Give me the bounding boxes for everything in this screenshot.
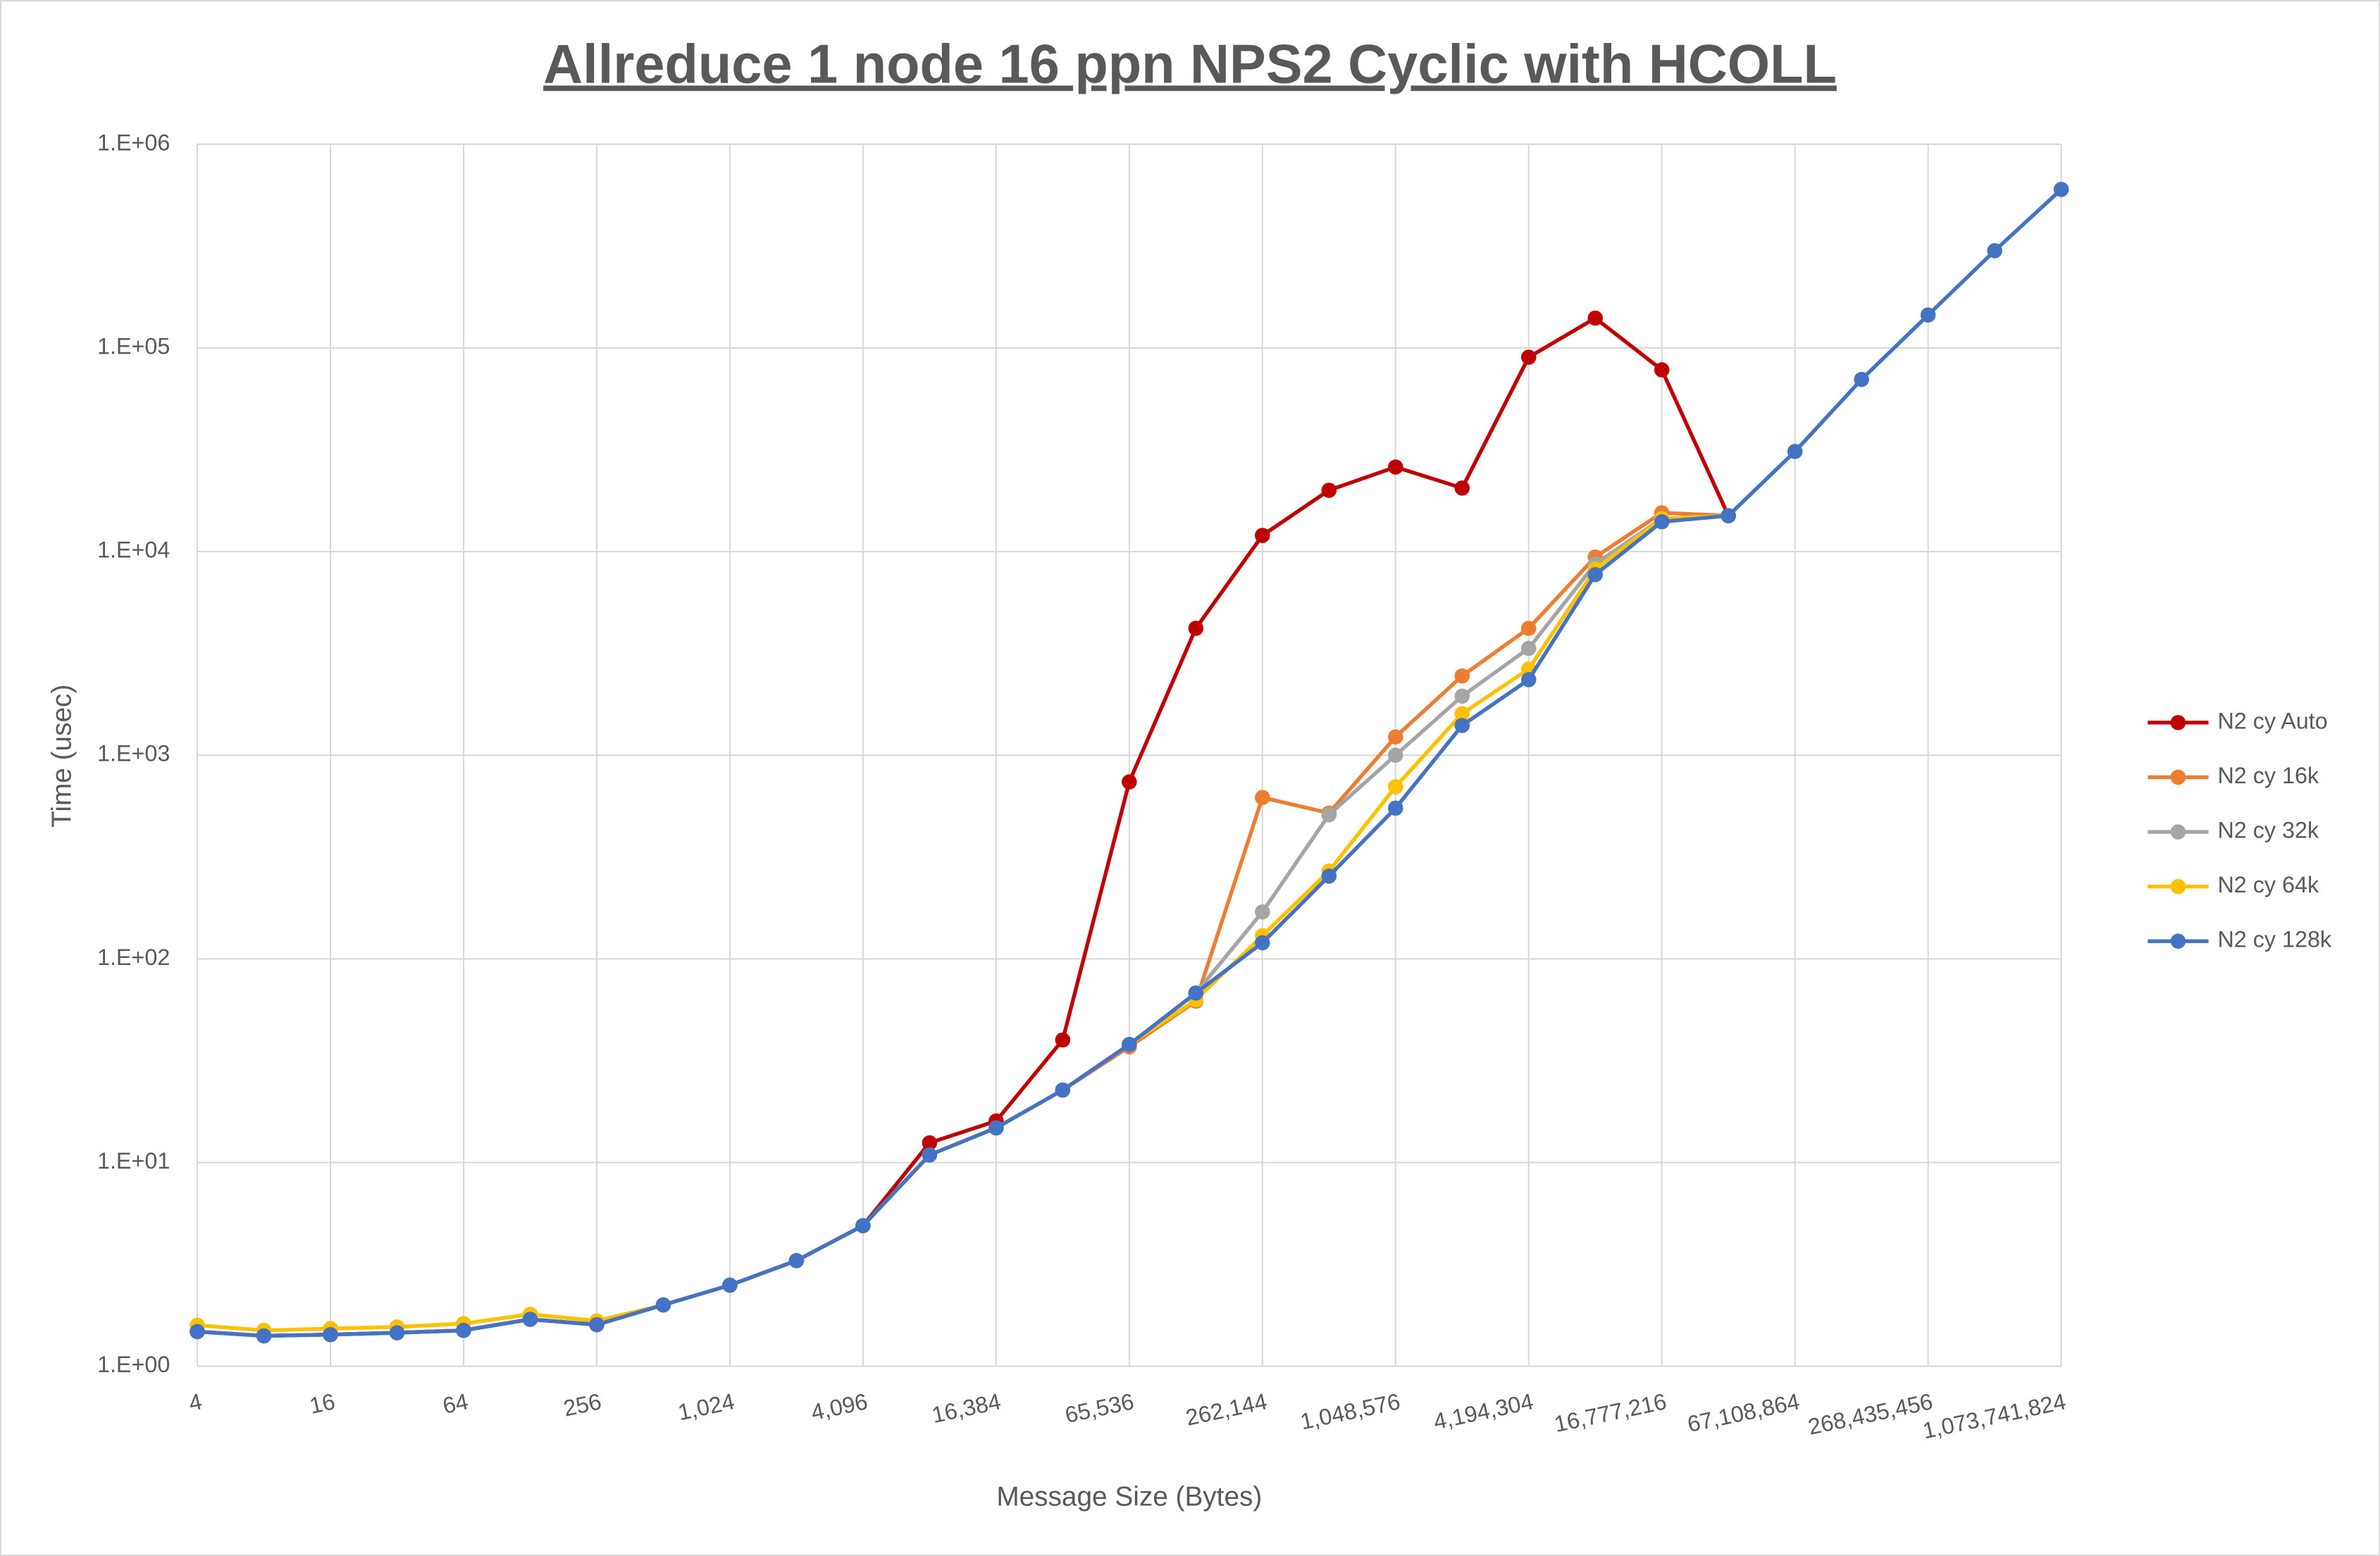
data-point — [1854, 371, 1869, 387]
data-point — [256, 1328, 272, 1344]
data-point — [788, 1252, 805, 1269]
data-point — [1454, 706, 1470, 721]
data-point — [1321, 868, 1337, 884]
data-point — [1255, 790, 1270, 805]
data-point — [1255, 528, 1270, 543]
data-point — [522, 1312, 538, 1327]
legend-marker — [2170, 824, 2186, 840]
data-point — [1387, 747, 1403, 763]
data-point — [1454, 718, 1470, 733]
data-point — [1520, 640, 1537, 656]
data-point — [1321, 483, 1337, 498]
legend-label: N2 cy 128k — [2217, 927, 2331, 952]
y-tick-label: 1.E+00 — [97, 1352, 170, 1377]
data-point — [655, 1297, 671, 1313]
y-tick-label: 1.E+06 — [97, 130, 170, 155]
y-tick-label: 1.E+04 — [97, 537, 170, 563]
y-tick-label: 1.E+03 — [97, 741, 170, 766]
y-tick-label: 1.E+05 — [97, 333, 170, 359]
data-point — [1787, 444, 1803, 459]
data-point — [190, 1324, 205, 1340]
x-tick-label: 16 — [307, 1388, 337, 1419]
data-point — [1454, 480, 1470, 496]
data-point — [1387, 800, 1403, 816]
x-tick-label: 64 — [440, 1388, 471, 1419]
data-point — [1387, 729, 1403, 745]
data-point — [589, 1317, 605, 1333]
data-point — [1721, 508, 1736, 523]
legend-marker — [2170, 878, 2186, 895]
data-point — [1654, 362, 1670, 378]
data-point — [1654, 514, 1670, 530]
y-tick-label: 1.E+02 — [97, 945, 170, 970]
data-point — [1920, 307, 1936, 323]
legend-label: N2 cy Auto — [2217, 708, 2327, 733]
data-point — [1520, 672, 1537, 687]
data-point — [988, 1120, 1004, 1136]
data-point — [1520, 349, 1537, 365]
data-point — [1587, 567, 1603, 583]
legend-label: N2 cy 32k — [2217, 818, 2319, 843]
legend-label: N2 cy 16k — [2217, 763, 2319, 788]
data-point — [389, 1325, 405, 1340]
data-point — [456, 1322, 471, 1338]
legend-marker — [2170, 715, 2186, 730]
legend-marker — [2170, 933, 2186, 949]
data-point — [1454, 688, 1470, 704]
data-point — [1188, 985, 1204, 1001]
data-point — [1255, 904, 1270, 920]
data-point — [855, 1218, 871, 1233]
data-point — [1255, 935, 1270, 951]
data-point — [922, 1147, 938, 1163]
data-point — [1122, 774, 1137, 790]
data-point — [1122, 1037, 1137, 1052]
data-point — [1387, 779, 1403, 795]
legend-marker — [2170, 769, 2186, 785]
data-point — [1321, 807, 1337, 823]
data-point — [1387, 459, 1403, 475]
chart-title: Allreduce 1 node 16 ppn NPS2 Cyclic with… — [543, 34, 1837, 94]
data-point — [1188, 621, 1204, 636]
data-point — [922, 1135, 938, 1151]
data-point — [1055, 1032, 1071, 1048]
data-point — [323, 1326, 338, 1343]
data-point — [1520, 621, 1537, 636]
y-tick-label: 1.E+01 — [97, 1148, 170, 1174]
data-point — [722, 1277, 738, 1293]
data-point — [2053, 182, 2069, 197]
data-point — [1587, 310, 1603, 326]
data-point — [1055, 1082, 1071, 1098]
x-axis-label: Message Size (Bytes) — [996, 1481, 1262, 1512]
legend-label: N2 cy 64k — [2217, 872, 2319, 897]
data-point — [1987, 243, 2002, 259]
data-point — [1454, 668, 1470, 684]
y-axis-label: Time (usec) — [47, 685, 78, 828]
